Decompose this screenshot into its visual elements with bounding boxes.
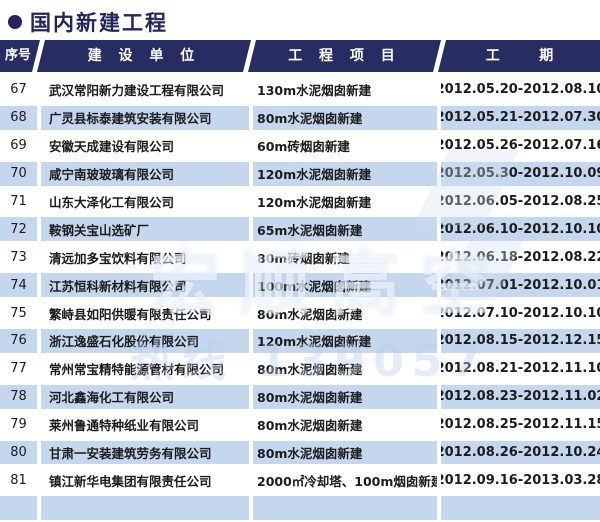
- row-number: 81: [10, 472, 27, 488]
- project-period: 2012.06.05-2012.08.25: [441, 194, 600, 209]
- company-name: 常州常宝精特能源管材有限公司: [49, 362, 225, 378]
- company-name: 甘肃一安装建筑劳务有限公司: [41, 440, 249, 465]
- table-row: 67 武汉常阳新力建设工程有限公司 130m水泥烟囱新建 2012.05.20-…: [0, 76, 600, 104]
- project-name: 100m水泥烟囱新建: [253, 273, 437, 298]
- project-name: 130m水泥烟囱新建: [257, 83, 372, 99]
- company-name: 镇江新华电集团有限责任公司: [49, 473, 212, 489]
- company-name: 山东大泽化工有限公司: [49, 195, 175, 210]
- project-name: 120m水泥烟囱新建: [253, 329, 437, 353]
- table-header: 序号 建 设 单 位 工 程 项 目 工 期: [0, 38, 600, 74]
- project-name: 65m水泥烟囱新建: [253, 217, 437, 242]
- row-number: 74: [0, 273, 37, 298]
- company-name: 江苏恒科新材料有限公司: [41, 273, 249, 298]
- project-period: 2012.08.21-2012.11.10: [441, 361, 600, 377]
- row-number: 79: [10, 417, 27, 433]
- company-name: 莱州鲁通特种纸业有限公司: [49, 418, 200, 434]
- table-row: 78 河北鑫海化工有限公司 80m水泥烟囱新建 2012.08.23-2012.…: [0, 383, 600, 411]
- table-row: 80 甘肃一安装建筑劳务有限公司 80m水泥烟囱新建 2012.08.26-20…: [0, 439, 600, 467]
- project-name: 120m水泥烟囱新建: [257, 195, 372, 210]
- project-period: 2012.09.16-2013.03.28: [441, 472, 600, 488]
- row-number: 72: [0, 217, 37, 242]
- table-row: 73 清远加多宝饮料有限公司 80m砖烟囱新建 2012.06.18-2012.…: [0, 243, 600, 271]
- row-number: 78: [0, 384, 37, 409]
- row-number: 67: [10, 82, 27, 98]
- row-number: 68: [0, 105, 37, 130]
- project-name: 80m水泥烟囱新建: [257, 306, 363, 322]
- row-number: 75: [10, 305, 27, 321]
- project-period: 2012.08.23-2012.11.02: [441, 384, 600, 409]
- table-row: 71 山东大泽化工有限公司 120m水泥烟囱新建 2012.06.05-2012…: [0, 188, 600, 216]
- project-name: 60m砖烟囱新建: [257, 139, 350, 155]
- table-row: 79 莱州鲁通特种纸业有限公司 80m水泥烟囱新建 2012.08.25-201…: [0, 411, 600, 439]
- company-name: 繁峙县如阳供暖有限责任公司: [49, 306, 212, 322]
- project-period: 2012.08.15-2012.12.15: [441, 329, 600, 353]
- row-number: 69: [10, 138, 27, 154]
- table-row: 75 繁峙县如阳供暖有限责任公司 80m水泥烟囱新建 2012.07.10-20…: [0, 299, 600, 327]
- project-period: 2012.05.26-2012.07.16: [441, 138, 600, 154]
- row-number: 77: [10, 361, 27, 377]
- company-name: 河北鑫海化工有限公司: [41, 384, 249, 409]
- column-header-company: 建 设 单 位: [87, 48, 201, 64]
- column-header-project: 工 程 项 目: [288, 48, 401, 64]
- partial-next-row: [0, 494, 600, 522]
- page-title: 国内新建工程: [8, 7, 168, 37]
- company-name: 咸宁南玻玻璃有限公司: [41, 161, 249, 186]
- company-name: 鞍钢关宝山选矿厂: [41, 217, 249, 242]
- project-period: 2012.08.26-2012.10.24: [441, 440, 600, 465]
- project-name: 80m砖烟囱新建: [257, 250, 350, 266]
- project-name: 80m水泥烟囱新建: [257, 362, 363, 378]
- project-period: 2012.07.10-2012.10.10: [441, 305, 600, 321]
- table-row: 74 江苏恒科新材料有限公司 100m水泥烟囱新建 2012.07.01-201…: [0, 271, 600, 299]
- row-number: 76: [0, 329, 37, 353]
- project-name: 80m水泥烟囱新建: [253, 384, 437, 409]
- project-period: 2012.06.10-2012.10.10: [441, 217, 600, 242]
- project-name: 80m水泥烟囱新建: [257, 418, 363, 434]
- bullet-icon: [8, 15, 22, 29]
- row-number: 70: [0, 161, 37, 186]
- project-name: 2000㎡冷却塔、100m烟囱新建: [257, 473, 437, 489]
- table-row: 70 咸宁南玻玻璃有限公司 120m水泥烟囱新建 2012.05.30-2012…: [0, 160, 600, 188]
- project-period: 2012.05.30-2012.10.09: [441, 161, 600, 186]
- project-period: 2012.05.20-2012.08.10: [441, 82, 600, 98]
- table-row: 77 常州常宝精特能源管材有限公司 80m水泥烟囱新建 2012.08.21-2…: [0, 355, 600, 383]
- column-header-period: 工 期: [485, 48, 558, 64]
- table-body: 67 武汉常阳新力建设工程有限公司 130m水泥烟囱新建 2012.05.20-…: [0, 76, 600, 494]
- page-title-text: 国内新建工程: [30, 11, 168, 35]
- company-name: 浙江逸盛石化股份有限公司: [41, 329, 249, 353]
- project-name: 80m水泥烟囱新建: [253, 440, 437, 465]
- project-name: 120m水泥烟囱新建: [253, 161, 437, 186]
- table-row: 68 广灵县标泰建筑安装有限公司 80m水泥烟囱新建 2012.05.21-20…: [0, 104, 600, 132]
- project-period: 2012.05.21-2012.07.30: [441, 105, 600, 130]
- table-row: 72 鞍钢关宝山选矿厂 65m水泥烟囱新建 2012.06.10-2012.10…: [0, 215, 600, 243]
- table-row: 69 安徽天成建设有限公司 60m砖烟囱新建 2012.05.26-2012.0…: [0, 132, 600, 160]
- project-name: 80m水泥烟囱新建: [253, 105, 437, 130]
- table-row: 76 浙江逸盛石化股份有限公司 120m水泥烟囱新建 2012.08.15-20…: [0, 327, 600, 355]
- company-name: 安徽天成建设有限公司: [49, 139, 175, 155]
- row-number: 80: [0, 440, 37, 465]
- project-period: 2012.07.01-2012.10.01: [441, 273, 600, 298]
- table-row: 81 镇江新华电集团有限责任公司 2000㎡冷却塔、100m烟囱新建 2012.…: [0, 466, 600, 494]
- company-name: 清远加多宝饮料有限公司: [49, 250, 187, 266]
- row-number: 71: [10, 194, 27, 209]
- project-period: 2012.08.25-2012.11.15: [441, 417, 600, 433]
- row-number: 73: [10, 249, 27, 265]
- company-name: 广灵县标泰建筑安装有限公司: [41, 105, 249, 130]
- project-period: 2012.06.18-2012.08.22: [441, 249, 600, 265]
- column-header-no: 序号: [4, 48, 31, 63]
- company-name: 武汉常阳新力建设工程有限公司: [49, 83, 225, 99]
